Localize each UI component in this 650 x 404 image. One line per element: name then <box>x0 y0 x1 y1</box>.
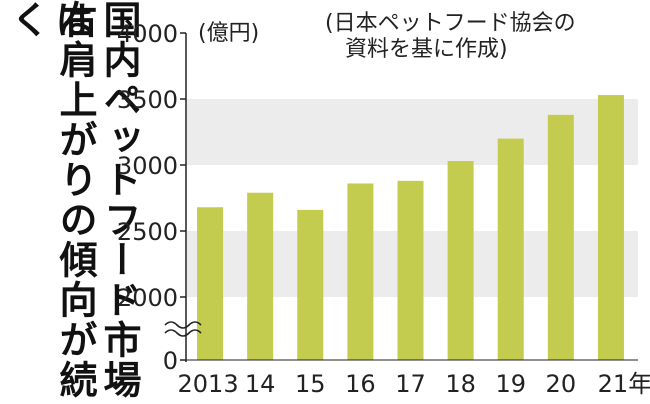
y-tick-label: 0 <box>163 347 178 375</box>
x-tick-label: 17 <box>395 370 426 398</box>
bar-19 <box>497 138 524 360</box>
bar-14 <box>247 192 274 360</box>
y-tick-label: 2000 <box>117 284 178 312</box>
headline-line-2: 右肩上がりの傾向が続く <box>5 0 97 400</box>
source-note-line-1: (日本ペットフード協会の <box>325 11 576 36</box>
x-tick-labels: 2013 14 15 16 17 18 19 20 21年 <box>178 370 650 398</box>
bar-20 <box>547 114 574 360</box>
x-tick-label: 18 <box>445 370 476 398</box>
unit-label: (億円) <box>198 21 259 46</box>
bar-16 <box>347 183 374 360</box>
x-tick-label: 19 <box>495 370 526 398</box>
y-tick-label: 3500 <box>117 86 178 114</box>
x-tick-label: 15 <box>295 370 326 398</box>
x-tick-label: 2013 <box>178 370 239 398</box>
x-tick-label: 14 <box>245 370 276 398</box>
headline-line-1: 国内ペットフード市場は <box>49 0 141 400</box>
source-note-line-2: 資料を基に作成) <box>345 37 508 62</box>
bars <box>186 95 638 361</box>
y-tick-label: 2500 <box>117 218 178 246</box>
x-tick-label: 20 <box>546 370 577 398</box>
bar-18 <box>447 161 474 360</box>
y-tick-label: 4000 <box>117 20 178 48</box>
x-tick-label: 21年 <box>598 370 650 398</box>
x-tick-label: 16 <box>345 370 376 398</box>
y-tick-labels: 0 2000 2500 3000 3500 4000 <box>117 20 186 375</box>
bar-2013 <box>197 207 224 360</box>
bar-17 <box>397 180 424 360</box>
bar-21年 <box>597 95 624 360</box>
bar-15 <box>297 209 324 360</box>
y-tick-label: 3000 <box>117 152 178 180</box>
axis-break-mark <box>164 321 202 337</box>
